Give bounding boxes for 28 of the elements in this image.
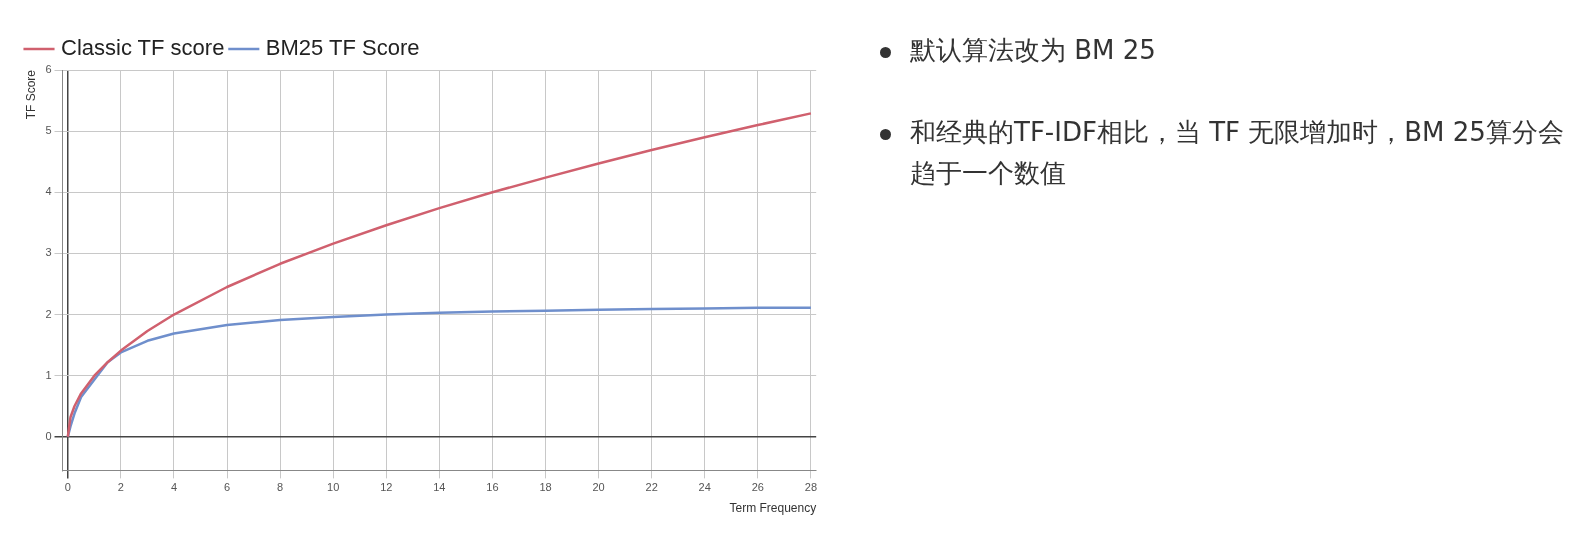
y-axis-title: TF Score [23, 69, 38, 120]
x-tick-label: 26 [751, 481, 764, 494]
x-axis-title: Term Frequency [729, 501, 817, 516]
x-tick-label: 20 [592, 481, 605, 494]
x-tick-label: 0 [64, 481, 71, 494]
y-tick-label: 6 [45, 63, 52, 76]
x-tick-label: 4 [170, 481, 178, 494]
y-tick-label: 0 [45, 429, 52, 442]
y-tick-label: 5 [45, 124, 52, 137]
text: 默认算法改为 BM 25 [910, 35, 1156, 65]
x-tick-label: 18 [539, 481, 552, 494]
x-tick-label: 16 [486, 481, 499, 494]
x-tick-label: 24 [698, 481, 711, 494]
y-tick-label: 2 [45, 307, 52, 320]
y-tick-label: 1 [45, 368, 52, 381]
x-tick-label: 10 [327, 481, 340, 494]
y-tick-label: 3 [45, 246, 52, 259]
x-tick-label: 14 [433, 481, 446, 494]
x-tick-label: 28 [804, 481, 818, 494]
x-tick-label: 2 [117, 481, 124, 494]
x-tick-label: 8 [277, 481, 284, 494]
text: 和经典的TF-IDF相比，当 TF 无限增加时，BM 25算分会趋于一个数值 [910, 116, 1564, 189]
legend-label: BM25 TF Score [265, 35, 420, 61]
x-tick-label: 22 [645, 481, 658, 494]
legend-label: Classic TF score [61, 35, 225, 61]
x-tick-label: 6 [223, 481, 231, 494]
y-tick-label: 4 [45, 185, 52, 198]
x-tick-label: 12 [380, 481, 393, 494]
